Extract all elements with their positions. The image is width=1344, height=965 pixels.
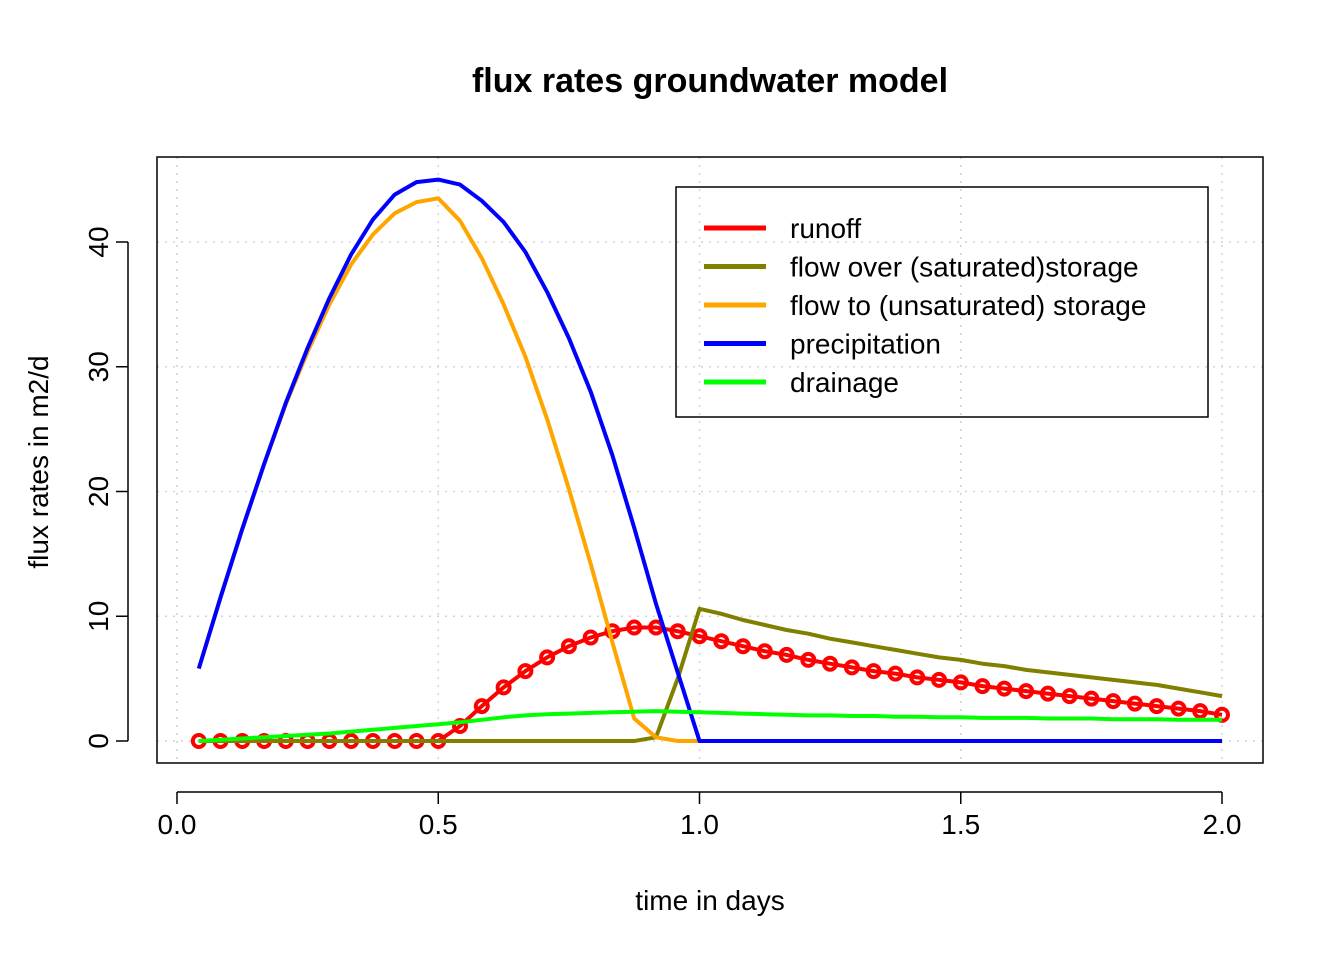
x-tick-label: 0.0 bbox=[158, 809, 197, 840]
data-point-runoff bbox=[800, 651, 817, 668]
y-tick-label: 30 bbox=[83, 351, 114, 382]
data-point-runoff bbox=[735, 638, 751, 655]
legend-label: drainage bbox=[790, 367, 899, 398]
data-point-runoff bbox=[931, 671, 947, 688]
data-point-runoff bbox=[756, 643, 773, 660]
x-tick-label: 0.5 bbox=[419, 809, 458, 840]
data-point-runoff bbox=[843, 659, 860, 676]
y-tick-label: 40 bbox=[83, 226, 114, 257]
legend: runoff flow over (saturated)storage flow t… bbox=[675, 186, 1209, 418]
x-tick-label: 1.5 bbox=[941, 809, 980, 840]
data-point-runoff bbox=[996, 680, 1013, 697]
legend-item-drainage: drainage bbox=[704, 367, 899, 398]
legend-label: flow to (unsaturated) storage bbox=[790, 290, 1146, 321]
data-point-runoff bbox=[1192, 703, 1209, 720]
series-layer bbox=[190, 177, 1230, 749]
data-point-runoff bbox=[713, 633, 730, 650]
data-point-runoff bbox=[822, 655, 839, 672]
data-point-runoff bbox=[1170, 700, 1187, 717]
data-point-runoff bbox=[495, 679, 512, 696]
data-point-runoff bbox=[669, 623, 686, 640]
series-precipitation bbox=[196, 177, 1222, 743]
series-line-runoff bbox=[198, 625, 1223, 743]
series-runoff bbox=[190, 619, 1230, 749]
y-tick-label: 20 bbox=[83, 476, 114, 507]
data-point-runoff bbox=[473, 698, 490, 715]
data-point-runoff bbox=[1039, 685, 1056, 702]
y-axis: 0 10 20 30 40 bbox=[83, 226, 129, 749]
y-tick-label: 0 bbox=[83, 733, 114, 749]
data-point-runoff bbox=[909, 669, 926, 686]
data-point-runoff bbox=[1126, 695, 1143, 712]
grid bbox=[157, 157, 1263, 763]
data-point-runoff bbox=[452, 718, 468, 734]
legend-label: precipitation bbox=[790, 329, 941, 360]
x-axis-label: time in days bbox=[635, 885, 784, 916]
data-point-runoff bbox=[560, 638, 577, 655]
data-point-runoff bbox=[887, 665, 904, 682]
y-tick-label: 10 bbox=[83, 601, 114, 632]
plot-frame bbox=[156, 156, 1264, 764]
data-point-runoff bbox=[1148, 698, 1165, 715]
data-point-runoff bbox=[1105, 693, 1122, 710]
data-point-runoff bbox=[1018, 683, 1035, 700]
legend-label: runoff bbox=[790, 213, 861, 244]
x-tick-label: 1.0 bbox=[680, 809, 719, 840]
series-flow-over-saturated-storage bbox=[198, 606, 1223, 743]
series-line-drainage bbox=[198, 709, 1222, 743]
data-point-runoff bbox=[778, 646, 795, 663]
chart-title: flux rates groundwater model bbox=[472, 62, 948, 100]
series-line-precipitation bbox=[196, 177, 1222, 743]
legend-label: flow over (saturated)storage bbox=[790, 252, 1139, 283]
y-axis-label: flux rates in m2/d bbox=[23, 355, 54, 568]
data-point-runoff bbox=[1061, 688, 1078, 705]
legend-item-precipitation: precipitation bbox=[704, 329, 941, 360]
x-tick-label: 2.0 bbox=[1203, 809, 1242, 840]
x-axis: 0.0 0.5 1.0 1.5 2.0 bbox=[158, 791, 1242, 840]
legend-item-runoff: runoff bbox=[704, 213, 861, 244]
data-point-runoff bbox=[626, 619, 643, 636]
series-drainage bbox=[198, 709, 1222, 743]
data-point-runoff bbox=[517, 663, 534, 680]
data-point-runoff bbox=[691, 628, 708, 645]
data-point-runoff bbox=[1083, 690, 1100, 707]
legend-box bbox=[675, 186, 1209, 418]
data-point-runoff bbox=[865, 663, 882, 680]
data-point-runoff bbox=[539, 649, 556, 666]
legend-item-flow-to-unsaturated-storage: flow to (unsaturated) storage bbox=[704, 290, 1146, 321]
data-point-runoff bbox=[952, 674, 969, 691]
legend-item-flow-over-saturated-storage: flow over (saturated)storage bbox=[704, 252, 1139, 283]
data-point-runoff bbox=[582, 629, 599, 646]
series-line-flow-over-saturated-storage bbox=[198, 606, 1223, 743]
data-point-runoff bbox=[974, 678, 991, 695]
